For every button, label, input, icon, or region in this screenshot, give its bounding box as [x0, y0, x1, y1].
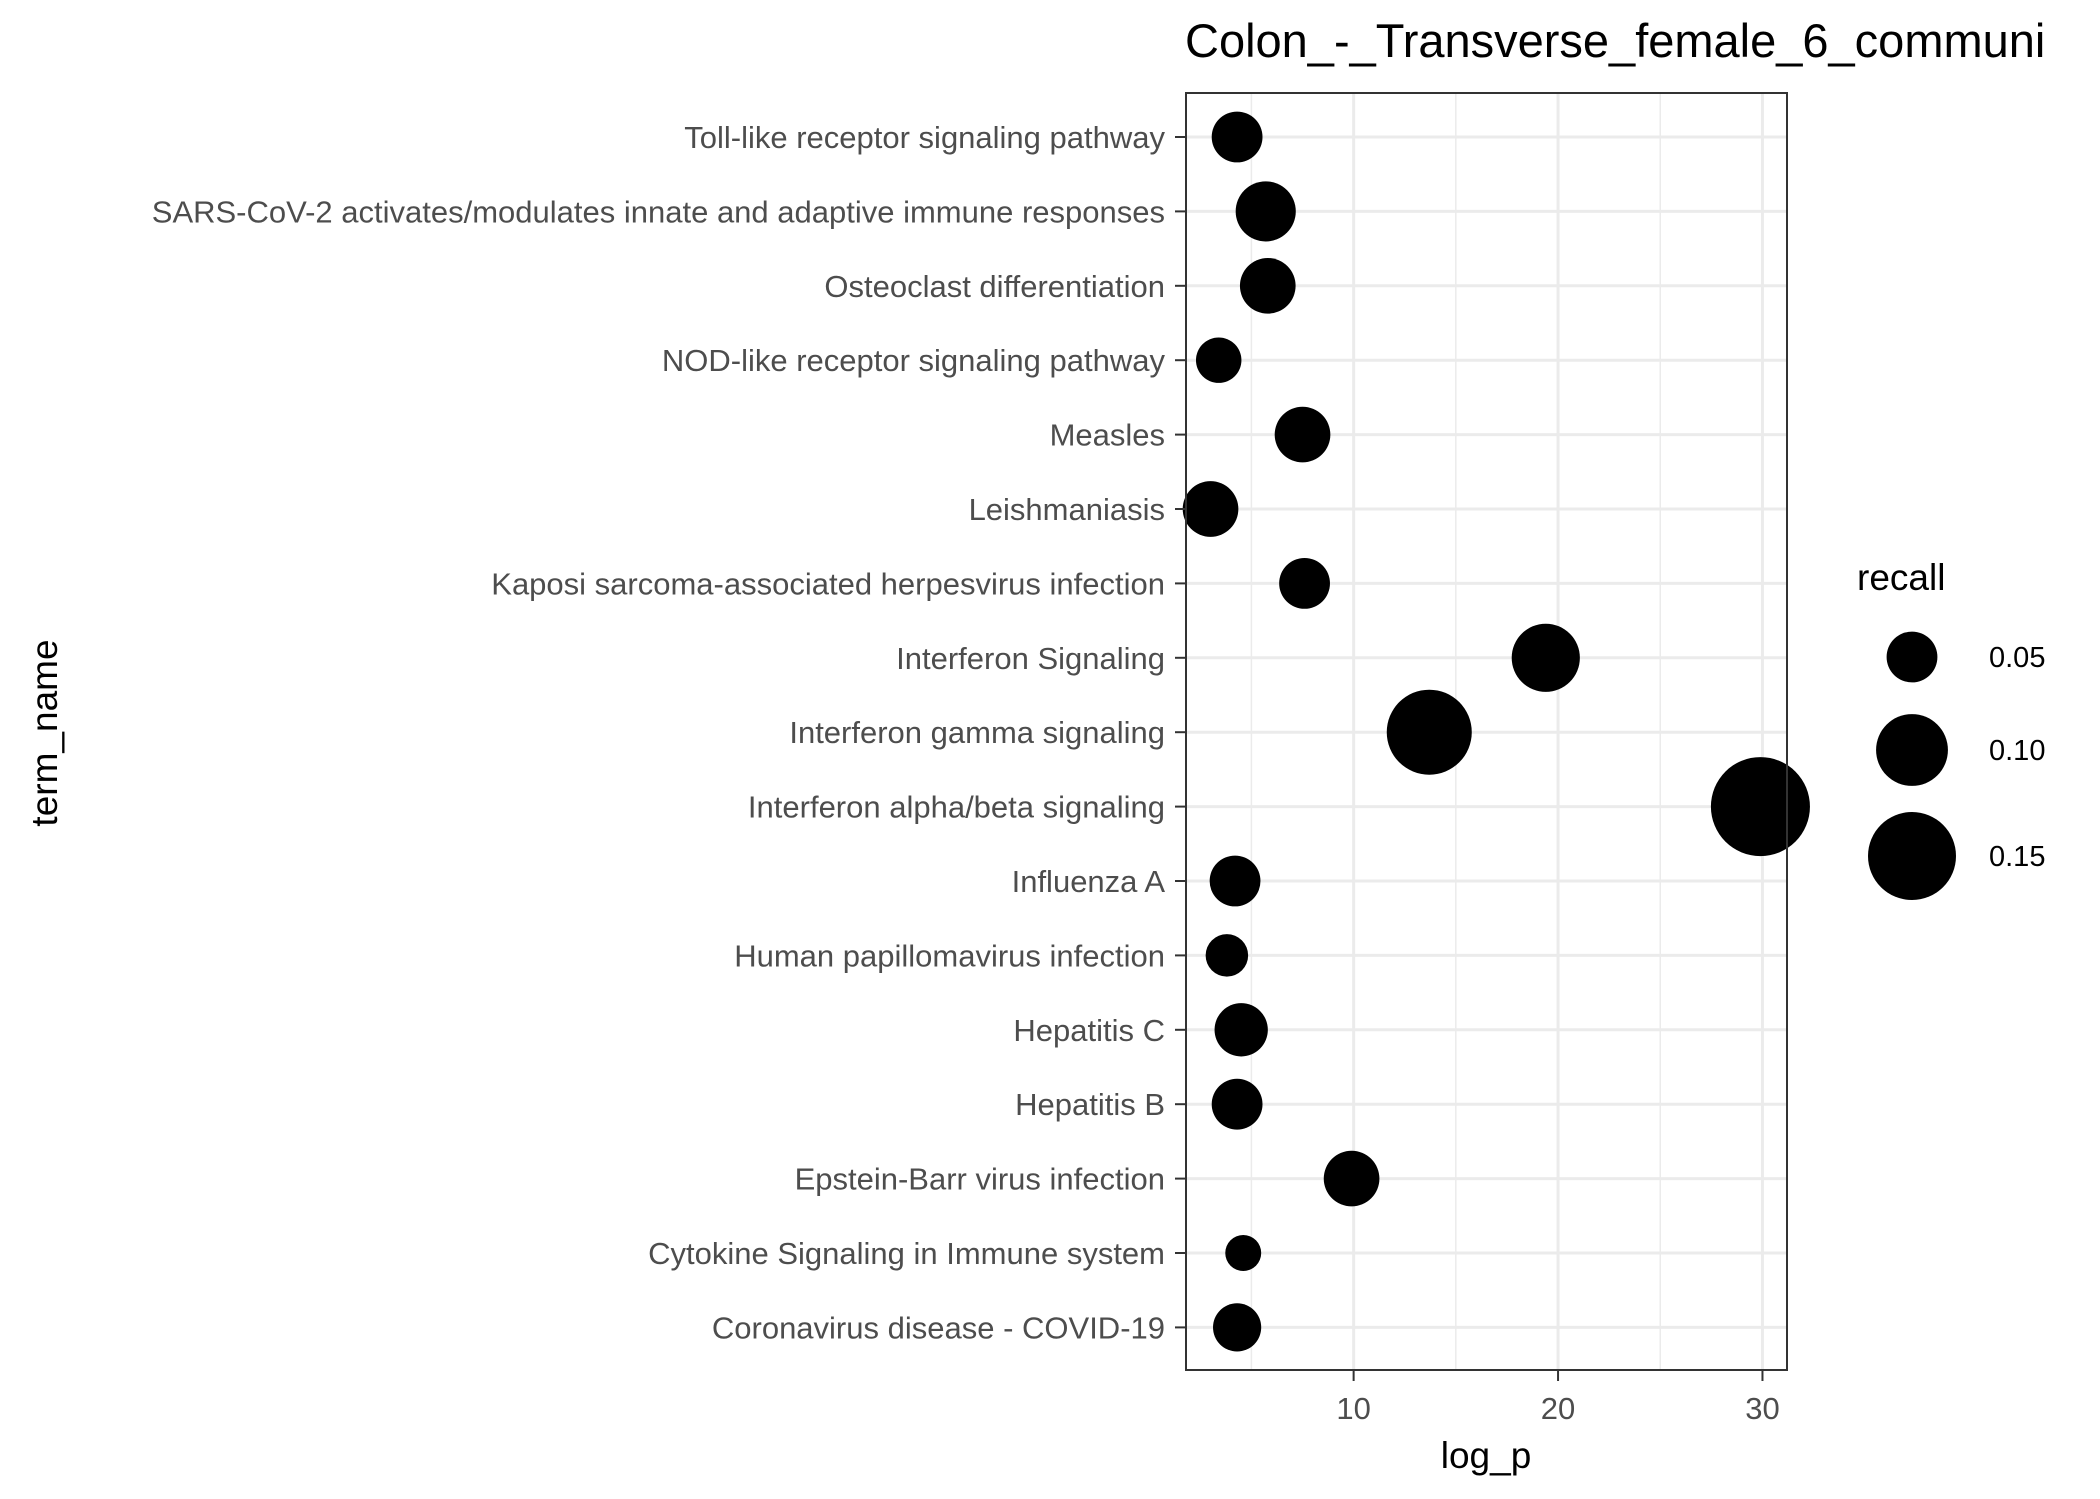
- data-point: [1239, 257, 1296, 314]
- y-axis-title: term_name: [24, 639, 65, 826]
- y-tick-label: Coronavirus disease - COVID-19: [712, 1310, 1165, 1345]
- y-tick-label: Kaposi sarcoma-associated herpesvirus in…: [491, 566, 1165, 601]
- data-point: [1205, 934, 1249, 977]
- data-points: [1182, 111, 1810, 1352]
- y-tick-label: Interferon Signaling: [896, 641, 1165, 676]
- legend-title: recall: [1857, 557, 1945, 598]
- y-tick-label: NOD-like receptor signaling pathway: [662, 343, 1166, 378]
- data-point: [1323, 1150, 1380, 1207]
- y-axis: Toll-like receptor signaling pathway SARS…: [152, 120, 1186, 1345]
- data-point: [1195, 337, 1242, 383]
- x-tick-label: 20: [1541, 1391, 1575, 1426]
- y-tick-label: Leishmaniasis: [969, 492, 1165, 527]
- data-point: [1235, 181, 1296, 242]
- data-point: [1386, 689, 1472, 775]
- y-tick-label: Osteoclast differentiation: [824, 269, 1165, 304]
- x-axis-title: log_p: [1441, 1435, 1532, 1476]
- data-point: [1211, 1078, 1263, 1130]
- y-tick-label: Interferon alpha/beta signaling: [748, 790, 1165, 825]
- x-tick-label: 30: [1745, 1391, 1779, 1426]
- y-tick-label: Influenza A: [1012, 864, 1166, 899]
- legend-key: [1868, 812, 1956, 900]
- data-point: [1182, 481, 1239, 537]
- chart-title: Colon_-_Transverse_female_6_communi: [1185, 14, 2045, 67]
- data-point: [1511, 623, 1580, 692]
- data-point: [1225, 1235, 1262, 1271]
- x-tick-label: 10: [1336, 1391, 1370, 1426]
- y-tick-label: Human papillomavirus infection: [734, 938, 1165, 973]
- data-point: [1211, 111, 1263, 163]
- y-tick-label: Toll-like receptor signaling pathway: [684, 120, 1165, 155]
- data-point: [1274, 406, 1331, 463]
- legend-key: [1876, 714, 1948, 786]
- y-tick-label: Hepatitis C: [1013, 1013, 1165, 1048]
- x-axis: 10 20 30: [1336, 1370, 1780, 1426]
- data-point: [1209, 855, 1261, 907]
- legend-label: 0.15: [1989, 841, 2045, 873]
- y-tick-label: Interferon gamma signaling: [789, 715, 1165, 750]
- data-point: [1279, 557, 1330, 609]
- data-point: [1213, 1303, 1262, 1352]
- legend: recall 0.05 0.10 0.15: [1857, 557, 2045, 900]
- legend-label: 0.10: [1989, 735, 2045, 767]
- y-tick-label: SARS-CoV-2 activates/modulates innate an…: [152, 194, 1165, 229]
- y-tick-label: Hepatitis B: [1015, 1087, 1165, 1122]
- legend-label: 0.05: [1989, 642, 2045, 674]
- y-tick-label: Cytokine Signaling in Immune system: [648, 1236, 1165, 1271]
- y-tick-label: Epstein-Barr virus infection: [795, 1162, 1165, 1197]
- data-point: [1710, 757, 1810, 857]
- data-point: [1214, 1003, 1268, 1057]
- y-tick-label: Measles: [1050, 418, 1165, 453]
- legend-key: [1886, 631, 1938, 683]
